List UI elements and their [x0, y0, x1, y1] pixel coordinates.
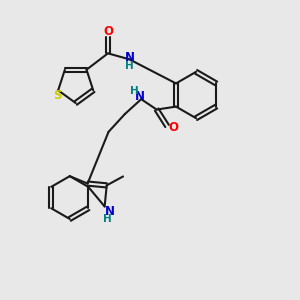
Text: N: N	[105, 205, 115, 218]
Text: S: S	[53, 89, 62, 102]
Text: H: H	[130, 86, 139, 96]
Text: O: O	[169, 121, 178, 134]
Text: H: H	[125, 61, 134, 71]
Text: O: O	[103, 25, 113, 38]
Text: H: H	[103, 214, 112, 224]
Text: N: N	[135, 90, 145, 103]
Text: N: N	[124, 51, 135, 64]
